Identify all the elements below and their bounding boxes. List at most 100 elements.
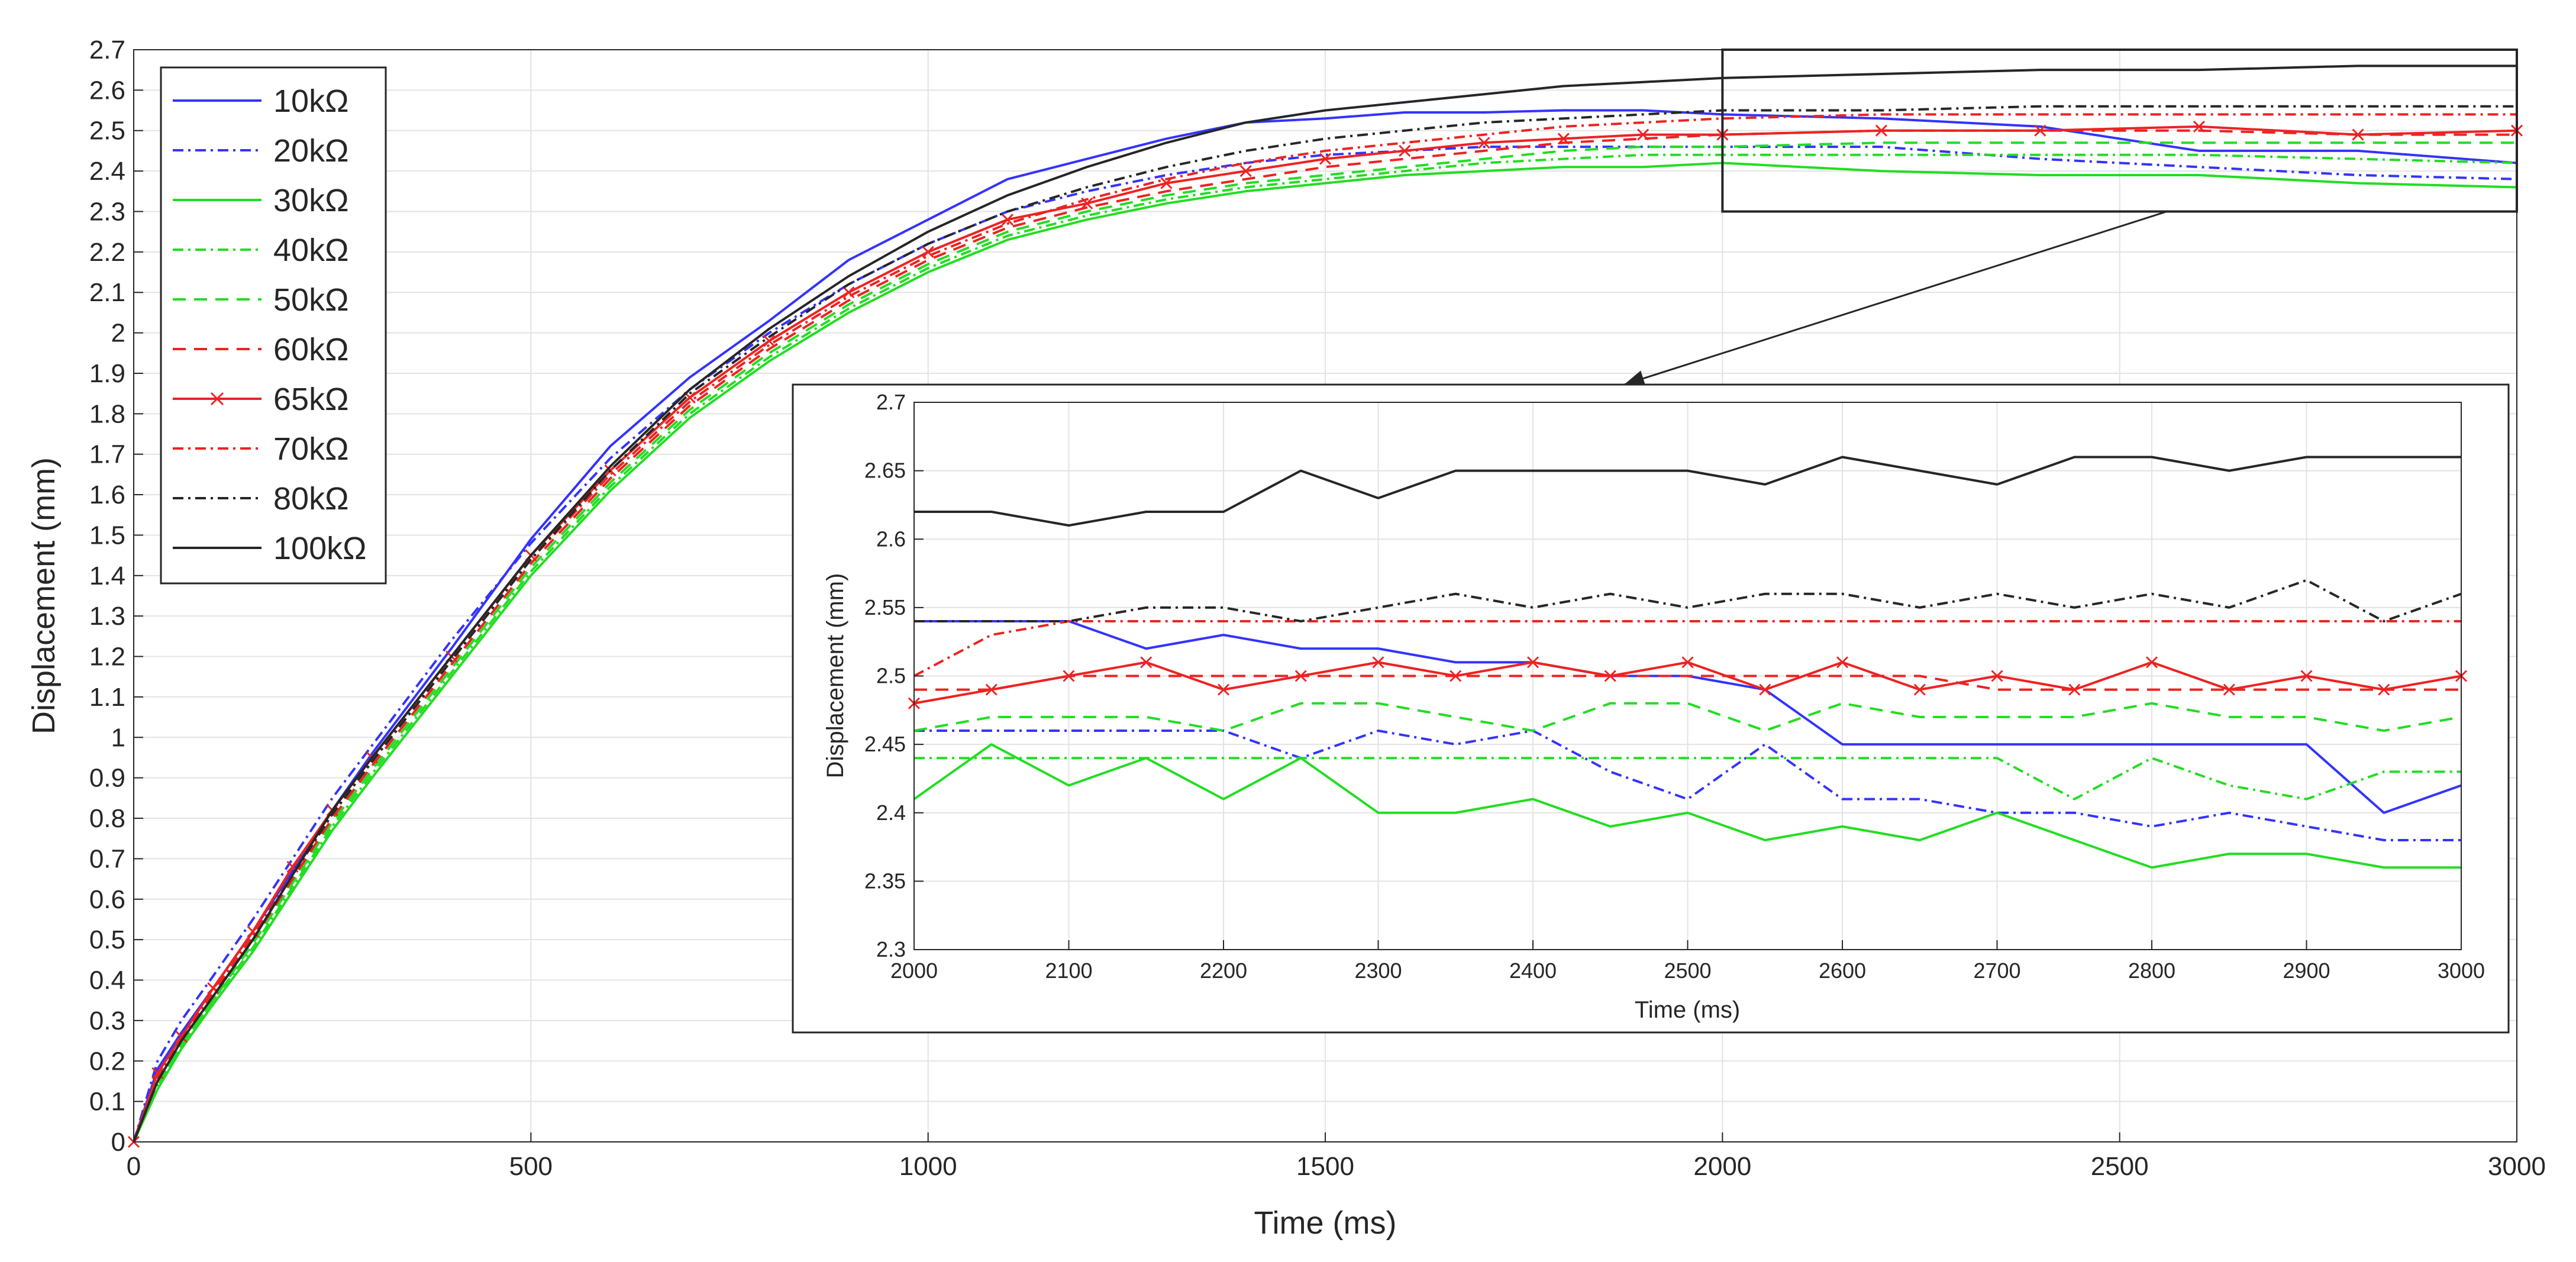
main-y-tick-label: 1.7 [89,440,125,469]
main-y-tick-label: 2.4 [89,157,125,186]
main-y-tick-label: 1.2 [89,643,125,672]
inset-y-tick-label: 2.6 [876,527,906,551]
main-marker-65k [2193,120,2205,133]
legend-label-80k: 80kΩ [273,481,348,517]
main-y-tick-label: 2.5 [89,117,125,146]
main-y-tick-label: 2.3 [89,197,125,226]
main-y-tick-label: 0.7 [89,844,125,873]
inset-series-line-40k [914,757,2461,801]
legend: 10kΩ 20kΩ 30kΩ 40kΩ 50kΩ 60kΩ 65kΩ 70kΩ 80kΩ 100k… [160,66,387,585]
main-y-tick-label: 0.1 [89,1087,125,1116]
legend-label-30k: 30kΩ [273,183,348,218]
main-marker-65k [1160,177,1173,189]
main-series-line-40k [133,153,2517,1142]
inset-marker-65k [1526,656,1539,669]
main-y-tick-label: 1.1 [89,683,125,712]
inset-x-tick-label: 2000 [890,958,938,983]
inset-marker-65k [1913,683,1926,696]
main-y-tick-label: 2.6 [89,76,125,105]
inset-marker-65k [2068,683,2081,696]
main-y-tick-label: 1.6 [89,480,125,509]
inset-marker-65k [1295,670,1307,682]
inset-x-tick-label: 2400 [1509,958,1557,983]
legend-label-60k: 60kΩ [273,332,348,367]
inset-x-tick-label: 3000 [2438,958,2485,983]
inset-marker-65k [1372,656,1384,669]
inset-x-tick-label: 2900 [2283,958,2330,983]
inset-marker-65k [1681,656,1694,669]
main-x-tick-label: 500 [509,1152,553,1181]
legend-label-70k: 70kΩ [273,431,348,467]
main-series-line-30k [133,162,2517,1142]
inset-plot: 2000 2100 2200 2300 2400 2500 2600 2700 2800 2900… [792,383,2510,1034]
main-marker-65k [1319,153,1332,165]
inset-marker-65k [1140,656,1153,669]
inset-marker-65k [1217,683,1230,696]
inset-x-tick-label: 2100 [1045,958,1092,983]
main-y-tick-label: 0.9 [89,764,125,793]
inset-x-tick-label: 2500 [1664,958,1711,983]
inset-series-line-100k [914,456,2461,527]
main-x-tick-label: 2500 [2091,1152,2149,1181]
zoom-arrow [1623,211,2168,386]
legend-entries: 10kΩ 20kΩ 30kΩ 40kΩ 50kΩ 60kΩ 65kΩ 70kΩ 80kΩ 100k… [173,83,366,566]
legend-marker-65k [210,392,224,406]
inset-y-tick-label: 2.5 [876,664,906,688]
main-y-axis-title: Displacement (mm) [26,457,62,734]
main-y-tick-label: 0.2 [89,1047,125,1076]
main-y-tick-label: 2.2 [89,238,125,267]
legend-label-50k: 50kΩ [273,282,348,318]
main-y-tick-label: 2.7 [89,35,125,64]
main-y-tick-label: 1 [111,723,125,752]
inset-marker-65k [1604,670,1616,682]
inset-series-line-30k [913,743,2461,869]
main-series-line-10k [133,109,2517,1142]
inset-marker-65k [2145,656,2158,669]
inset-x-tick-label: 2300 [1354,958,1402,983]
main-y-ticks: 0 0.1 0.2 0.3 0.4 0.5 0.6 0.7 0.8 0.9 1 1.1 1.2 1.3 1.… [89,35,143,1157]
inset-series-line-80k [914,579,2462,622]
main-series-line-100k [133,64,2517,1142]
main-y-tick-label: 1.5 [89,521,125,550]
main-x-tick-label: 0 [127,1152,141,1181]
main-marker-65k [1239,165,1252,177]
inset-y-tick-label: 2.4 [876,801,906,825]
main-y-tick-label: 1.3 [89,602,125,631]
main-marker-65k [1637,128,1649,141]
inset-marker-65k [1991,670,2003,682]
main-x-tick-label: 2000 [1693,1152,1751,1181]
main-y-tick-label: 2.1 [89,278,125,307]
main-x-axis-title: Time (ms) [1254,1205,1397,1241]
zoom-region-box [1721,49,2518,213]
main-x-ticks: 0 500 1000 1500 2000 2500 3000 [127,1132,2546,1181]
inset-series-line-20k [914,730,2461,841]
inset-marker-65k [1063,670,1075,682]
main-marker-65k [1557,133,1570,145]
main-series-line-50k [133,141,2517,1142]
inset-x-tick-label: 2600 [1819,958,1866,983]
inset-series-line-50k [913,702,2462,732]
inset-y-tick-label: 2.35 [864,869,906,893]
main-y-tick-label: 1.9 [89,359,125,388]
main-x-tick-label: 1000 [899,1152,957,1181]
main-x-tick-label: 3000 [2488,1152,2546,1181]
inset-x-tick-label: 2700 [1973,958,2020,983]
inset-y-tick-label: 2.55 [864,595,906,619]
inset-y-tick-label: 2.45 [864,732,906,756]
main-marker-65k [2352,128,2364,141]
main-series-group [127,64,2523,1148]
main-y-tick-label: 1.8 [89,399,125,428]
main-y-tick-label: 0 [111,1128,125,1157]
main-y-tick-label: 0.6 [89,885,125,914]
legend-label-20k: 20kΩ [273,133,348,169]
main-series-line-65k [133,125,2517,1142]
inset-y-tick-label: 2.3 [876,937,906,961]
inset-series-group [908,456,2468,869]
inset-marker-65k [2223,683,2235,696]
legend-label-100k: 100kΩ [273,531,366,566]
main-y-tick-label: 1.4 [89,561,125,590]
main-y-tick-label: 0.4 [89,966,125,995]
main-x-tick-label: 1500 [1296,1152,1354,1181]
main-marker-65k [1399,144,1411,157]
main-y-tick-label: 0.8 [89,804,125,833]
